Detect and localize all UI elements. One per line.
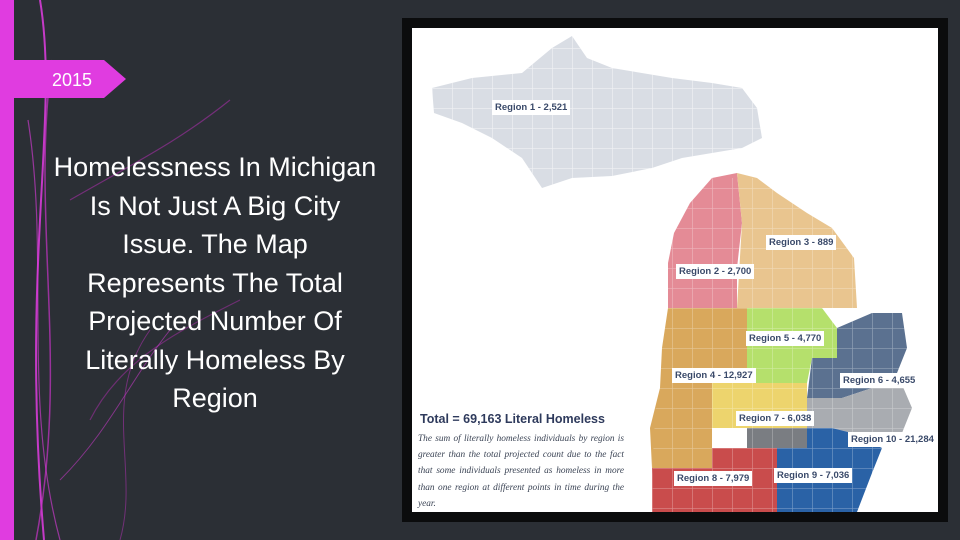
map-footnote: The sum of literally homeless individual…: [418, 434, 624, 509]
region-5-label: Region 5 - 4,770: [746, 331, 825, 346]
slide-title: Homelessness In Michigan Is Not Just A B…: [53, 152, 377, 413]
region-1-label: Region 1 - 2,521: [492, 100, 571, 115]
map-frame: Region 1 - 2,521 Region 2 - 2,700 Region…: [402, 18, 948, 522]
year-tag: [14, 60, 126, 98]
region-2-label: Region 2 - 2,700: [676, 264, 755, 279]
region-6-label: Region 6 - 4,655: [840, 373, 919, 388]
michigan-region-map: Region 1 - 2,521 Region 2 - 2,700 Region…: [412, 28, 938, 512]
region-3-label: Region 3 - 889: [766, 235, 837, 250]
region-7-label: Region 7 - 6,038: [736, 411, 815, 426]
region-10-label: Region 10 - 21,284: [848, 432, 937, 447]
region-4-label: Region 4 - 12,927: [672, 368, 756, 383]
region-9-label: Region 9 - 7,036: [774, 468, 853, 483]
year-label: 2015: [52, 70, 93, 90]
region-8-label: Region 8 - 7,979: [674, 471, 753, 486]
map-total: Total = 69,163 Literal Homeless: [420, 412, 605, 426]
